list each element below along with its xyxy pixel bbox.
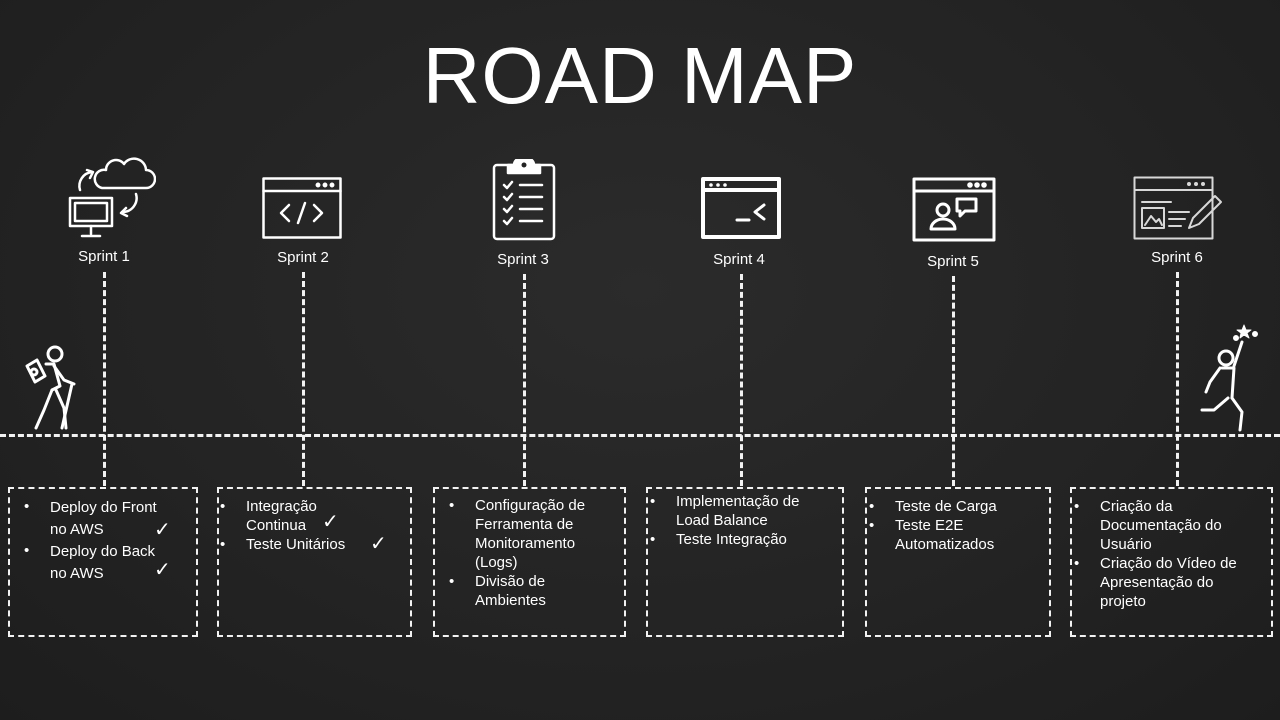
cloud-sync-monitor-icon (66, 156, 156, 240)
sprint-6-item-2: Criação do Vídeo de Apresentação do proj… (1074, 554, 1251, 611)
timeline-line (0, 434, 1280, 437)
sprint-2-box: Integração Continua✓ Teste Unitários✓ (217, 487, 412, 637)
sprint-6-box: Criação da Documentação do Usuário Criaç… (1070, 487, 1273, 637)
sprint-2-connector (302, 272, 305, 486)
page-title: ROAD MAP (422, 31, 858, 120)
hiker-icon (20, 344, 82, 434)
sprint-2-label: Sprint 2 (277, 249, 329, 266)
sprint-1-box: Deploy do Front no AWS✓ Deploy do Back n… (8, 487, 198, 637)
edit-document-window-icon (1133, 176, 1223, 240)
sprint-5-item-2: Teste E2E Automatizados (869, 516, 1005, 554)
sprint-3-box: Configuração de Ferramenta de Monitorame… (433, 487, 626, 637)
sprint-1-connector (103, 272, 106, 486)
sprint-3-item-1: Configuração de Ferramenta de Monitorame… (449, 496, 598, 572)
checkmark-icon: ✓ (154, 519, 171, 541)
sprint-2-item-1: Integração Continua✓ (220, 497, 410, 535)
sprint-2-item-2: Teste Unitários✓ (220, 533, 410, 555)
sprint-5-box: Teste de Carga Teste E2E Automatizados (865, 487, 1051, 637)
celebrating-person-icon (1198, 322, 1260, 434)
sprint-5-item-1: Teste de Carga (869, 497, 1005, 516)
sprint-3-item-2: Divisão de Ambientes (449, 572, 598, 610)
checkmark-icon: ✓ (154, 559, 171, 581)
video-chat-window-icon (912, 177, 996, 242)
sprint-4-label: Sprint 4 (713, 251, 765, 268)
sprint-1-item-1: Deploy do Front no AWS✓ (24, 497, 196, 541)
sprint-4-box: Implementação de Load Balance Teste Inte… (646, 487, 844, 637)
sprint-1-item-2: Deploy do Back no AWS✓ (24, 541, 196, 585)
sprint-5-connector (952, 276, 955, 486)
checkmark-icon: ✓ (370, 533, 387, 555)
sprint-1-label: Sprint 1 (78, 248, 130, 265)
checklist-clipboard-icon (492, 159, 556, 241)
sprint-3-label: Sprint 3 (497, 251, 549, 268)
sprint-4-item-2: Teste Integração (650, 530, 814, 549)
sprint-3-connector (523, 274, 526, 486)
checkmark-icon: ✓ (322, 511, 339, 533)
sprint-6-connector (1176, 272, 1179, 486)
sprint-4-item-1: Implementação de Load Balance (650, 492, 814, 530)
terminal-window-icon (701, 177, 781, 239)
sprint-6-item-1: Criação da Documentação do Usuário (1074, 497, 1251, 554)
sprint-5-label: Sprint 5 (927, 253, 979, 270)
sprint-4-connector (740, 274, 743, 486)
code-window-icon (262, 177, 342, 239)
sprint-6-label: Sprint 6 (1151, 249, 1203, 266)
